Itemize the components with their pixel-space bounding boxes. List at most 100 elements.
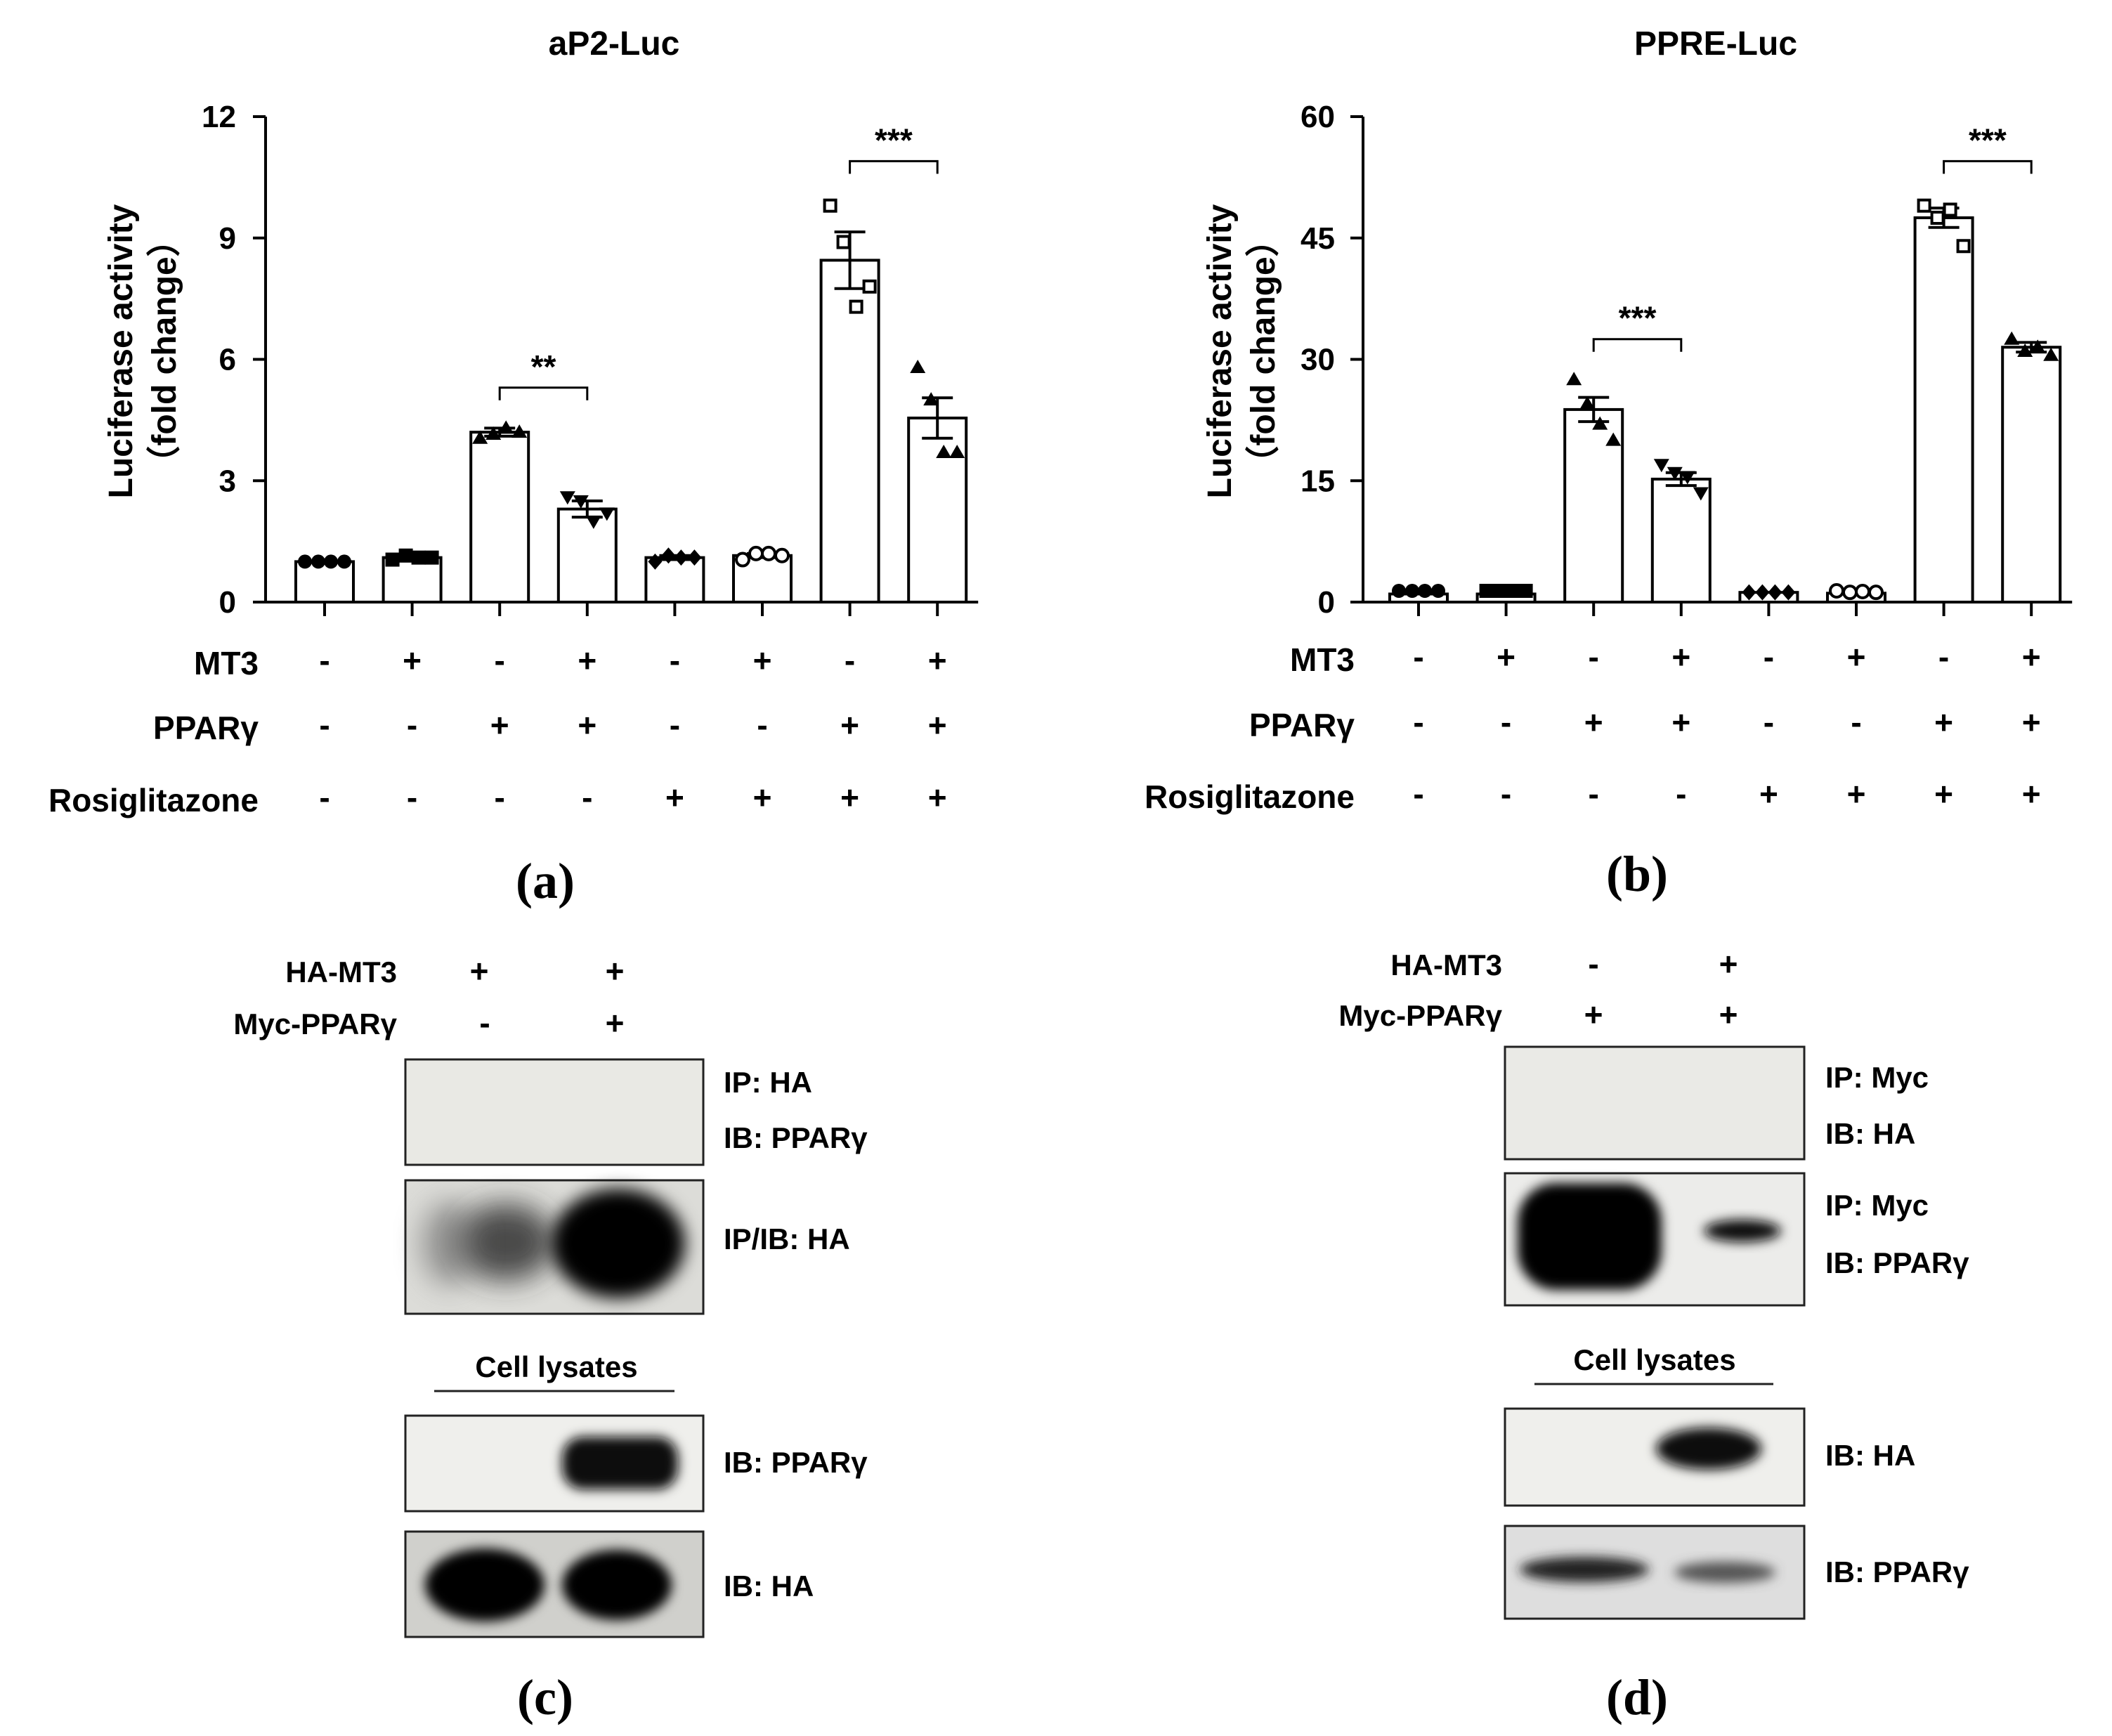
data-point [511,424,528,438]
condition-sign: + [1584,704,1603,740]
data-point [1781,584,1796,601]
condition-sign: + [840,779,859,816]
bar [1913,216,1974,604]
condition-sign: - [1676,776,1686,812]
data-point [1653,459,1669,473]
condition-row-label: MT3 [194,645,259,681]
blot-c-header-ha-mt3-lane2: + [606,953,625,989]
chart-a-ylabel-line2: （fold change） [146,223,183,479]
panel-label-d: (d) [1606,1669,1668,1725]
y-tick-label: 45 [1301,221,1335,256]
data-point [1855,584,1870,600]
blot-d-header-ha-mt3-lane1: - [1588,946,1598,982]
blot-d-header-myc-lane2: + [1719,996,1738,1033]
chart-b-ylabel-line1: Luciferase activity [1201,204,1239,498]
chart-b-significance: *** *** [1592,122,2033,352]
blot-d-panel-4-label: IB: PPARγ [1825,1555,1969,1588]
data-point [1693,487,1709,501]
blot-c-header-myc-lane2: + [606,1005,625,1041]
blot-d-panel-3-label: IB: HA [1825,1439,1915,1472]
significance-bracket [498,386,589,400]
condition-row-label: Rosiglitazone [1145,778,1355,815]
data-point [411,550,426,565]
blot-c-panel-4 [404,1530,705,1638]
condition-sign: + [1934,776,1953,812]
y-tick-label: 15 [1301,464,1335,498]
condition-sign: + [753,779,772,816]
data-point [1917,198,1931,213]
condition-sign: - [495,642,505,679]
condition-sign: + [1847,639,1866,675]
data-point [1605,432,1622,446]
blot-c-panel-2 [404,1179,705,1315]
bar [1388,592,1449,604]
data-point [1566,372,1582,386]
data-point [862,279,877,294]
data-point [661,547,676,564]
data-point [1505,584,1520,598]
condition-sign: + [928,707,947,743]
condition-sign: - [845,642,855,679]
significance-label: ** [531,348,556,385]
data-point [1956,239,1971,254]
chart-b-bars [1388,207,2062,604]
condition-sign: - [495,779,505,816]
data-point [1579,396,1596,410]
blot-d-panel-2-label-2: IB: PPARγ [1825,1246,1969,1279]
bar [469,431,530,604]
blot-d-panel-1-label-2: IB: HA [1825,1117,1915,1150]
chart-b: PPRE-Luc Luciferase activity （fold chang… [1145,25,2073,902]
blot-d-panel-1 [1504,1045,1806,1161]
condition-sign: - [407,779,417,816]
bar [1563,407,1624,603]
data-point [1755,584,1770,601]
condition-sign: - [1589,639,1599,675]
y-tick-label: 9 [219,221,236,256]
data-point [910,360,926,374]
significance-bracket [1592,338,1683,352]
blot-d-panel-1-label-1: IP: Myc [1825,1061,1929,1094]
condition-sign: + [1759,776,1778,812]
condition-sign: - [670,707,680,743]
y-tick-label: 6 [219,343,236,377]
blot-c-panel-1-label-1: IP: HA [724,1066,812,1099]
chart-a-title: aP2-Luc [549,25,680,63]
data-point [398,548,413,563]
blot-d-panel-2-label-1: IP: Myc [1825,1189,1929,1222]
panel-label-c: (c) [517,1669,573,1725]
data-point [2004,331,2020,345]
data-point [735,552,750,568]
data-point [761,545,776,561]
blot-c-lysate-header: Cell lysates [475,1350,637,1383]
chart-b-ylabel-line2: （fold change） [1245,223,1282,479]
condition-sign: - [1938,639,1949,675]
significance-bracket [1943,159,2033,174]
condition-sign: - [319,642,330,679]
blot-c-panel-2-label: IP/IB: HA [724,1222,850,1255]
data-point [1418,584,1432,598]
significance-label: *** [1969,122,2007,158]
panel-label-b: (b) [1606,846,1668,902]
bar [2001,346,2062,603]
condition-sign: + [490,707,509,743]
data-point [472,430,488,444]
data-point [1392,584,1406,598]
data-point [573,495,589,509]
data-point [1742,584,1756,601]
y-tick-label: 12 [202,100,236,134]
chart-b-conditions: MT3 - + - + - + - + PPARγ - - + + - - + + Rosiglitazone - - -… [1145,639,2041,815]
data-point [936,444,952,458]
condition-sign: + [2022,776,2041,812]
condition-sign: + [928,642,947,679]
data-point [1679,471,1695,485]
condition-sign: + [2022,639,2041,675]
condition-sign: + [665,779,684,816]
chart-a-conditions: MT3 - + - + - + - + PPARγ - - + + - - + + Rosiglitazone - - -… [48,642,947,818]
bar [556,507,618,604]
significance-label: *** [1619,300,1657,337]
condition-sign: - [1501,776,1511,812]
condition-sign: + [403,642,422,679]
blot-c-header-ha-mt3: HA-MT3 [285,955,397,988]
data-point [498,420,514,434]
data-point [324,554,338,569]
